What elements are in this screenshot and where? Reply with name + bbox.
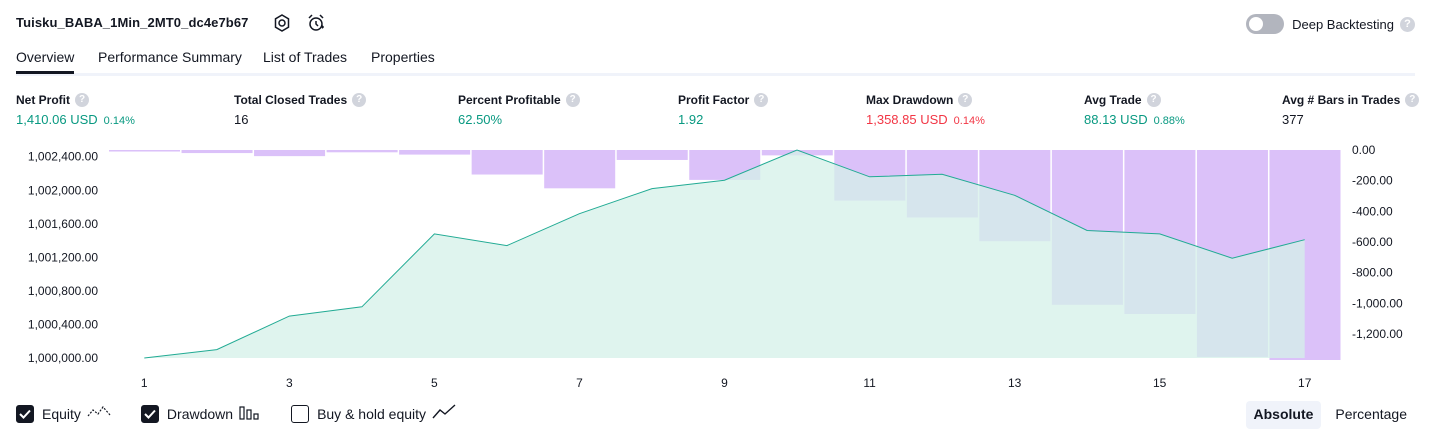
info-icon[interactable]: ? (352, 93, 367, 107)
alert-clock-icon[interactable] (306, 13, 326, 33)
metric-label: Percent Profitable (458, 93, 561, 107)
legend-equity[interactable]: Equity (16, 404, 111, 425)
metric-label: Max Drawdown (866, 93, 954, 107)
metric-total-closed-trades: Total Closed Trades? 16 (234, 93, 367, 127)
x-tick-label: 1 (141, 376, 148, 390)
y-tick-label: 1,002,000.00 (28, 183, 98, 197)
metric-avg-trade: Avg Trade? 88.13 USD 0.88% (1084, 93, 1185, 127)
equity-area (144, 150, 1305, 358)
metric-label: Net Profit (16, 93, 70, 107)
info-icon[interactable]: ? (1405, 93, 1420, 107)
legend-drawdown[interactable]: Drawdown (140, 404, 261, 425)
deep-backtesting-control: Deep Backtesting ? (1246, 12, 1415, 36)
drawdown-bar (616, 150, 688, 160)
drawdown-bar (471, 150, 543, 175)
metric-label: Profit Factor (678, 93, 750, 107)
metric-percent: 0.88% (1153, 115, 1185, 127)
metric-percent: 0.14% (953, 115, 985, 127)
metric-percent: 0.14% (103, 115, 135, 127)
metric-max-drawdown: Max Drawdown? 1,358.85 USD 0.14% (866, 93, 985, 127)
info-icon[interactable]: ? (754, 93, 769, 107)
y2-tick-label: -1,000.00 (1352, 296, 1403, 310)
deep-backtesting-label: Deep Backtesting (1292, 16, 1394, 32)
deep-backtesting-toggle[interactable] (1246, 14, 1285, 34)
value-mode-switch: Absolute Percentage (1240, 401, 1416, 429)
y-tick-label: 1,002,400.00 (28, 150, 98, 164)
tab-list-of-trades[interactable]: List of Trades (263, 49, 348, 65)
drawdown-bar (254, 150, 326, 157)
metric-value: 377 (1282, 112, 1304, 127)
x-tick-label: 7 (576, 376, 583, 390)
metric-profit-factor: Profit Factor? 1.92 (678, 93, 769, 127)
metric-avg-bars-in-trades: Avg # Bars in Trades? 377 (1282, 93, 1420, 127)
strategy-name: Tuisku_BABA_1Min_2MT0_dc4e7b67 (16, 15, 249, 30)
equity-checkbox[interactable] (16, 405, 34, 423)
metric-value: 16 (234, 112, 249, 127)
chart-legend: Equity Drawdown Buy & hold equity (16, 403, 486, 425)
drawdown-bar (544, 150, 616, 189)
y-tick-label: 1,000,400.00 (28, 317, 98, 331)
y-tick-label: 1,001,600.00 (28, 217, 98, 231)
tab-properties[interactable]: Properties (371, 49, 435, 65)
info-icon[interactable]: ? (958, 93, 973, 107)
equity-label: Equity (42, 406, 81, 422)
metric-label: Avg # Bars in Trades (1282, 93, 1401, 107)
drawdown-bar (109, 150, 181, 152)
equity-line-icon (87, 404, 111, 425)
drawdown-checkbox[interactable] (140, 405, 159, 423)
metric-value: 1.92 (678, 112, 704, 127)
report-tabs: Overview Performance Summary List of Tra… (16, 46, 1415, 76)
y2-tick-label: -1,200.00 (1352, 327, 1403, 341)
y2-tick-label: -200.00 (1352, 174, 1393, 188)
x-tick-label: 13 (1008, 376, 1022, 390)
bar-chart-icon (239, 404, 261, 425)
x-tick-label: 15 (1153, 376, 1167, 390)
x-tick-label: 5 (431, 376, 438, 390)
y-tick-label: 1,001,200.00 (28, 250, 98, 264)
buy-hold-checkbox[interactable] (291, 405, 310, 423)
metric-percent-profitable: Percent Profitable? 62.50% (458, 93, 580, 127)
metric-label: Total Closed Trades (234, 93, 348, 107)
y2-tick-label: -400.00 (1352, 204, 1393, 218)
x-tick-label: 11 (863, 376, 876, 390)
metric-label: Avg Trade (1084, 93, 1142, 107)
settings-icon[interactable] (272, 13, 292, 33)
metric-value: 62.50% (458, 112, 503, 127)
equity-line (144, 149, 1305, 359)
metric-value: 88.13 USD (1084, 112, 1148, 127)
x-tick-label: 17 (1298, 376, 1312, 390)
metric-net-profit: Net Profit? 1,410.06 USD 0.14% (16, 93, 135, 127)
trend-line-icon (432, 403, 456, 425)
y-tick-label: 1,000,800.00 (28, 284, 98, 298)
legend-buy-hold[interactable]: Buy & hold equity (291, 403, 456, 425)
metric-value: 1,410.06 USD (16, 112, 98, 127)
buy-hold-label: Buy & hold equity (317, 406, 427, 422)
y2-tick-label: 0.00 (1352, 143, 1376, 157)
x-tick-label: 9 (721, 376, 728, 390)
drawdown-bar (326, 150, 398, 153)
drawdown-bar (399, 150, 471, 155)
drawdown-label: Drawdown (166, 406, 234, 422)
metric-value: 1,358.85 USD (866, 112, 948, 127)
drawdown-bar (181, 150, 253, 154)
info-icon[interactable]: ? (565, 93, 580, 107)
absolute-button[interactable]: Absolute (1245, 401, 1322, 429)
help-icon[interactable]: ? (1400, 16, 1415, 32)
strategy-header: Tuisku_BABA_1Min_2MT0_dc4e7b67 Deep Back… (16, 10, 1415, 38)
y2-tick-label: -600.00 (1352, 235, 1393, 249)
y-tick-label: 1,000,000.00 (28, 351, 98, 365)
y2-tick-label: -800.00 (1352, 266, 1393, 280)
x-tick-label: 3 (286, 376, 293, 390)
percentage-button[interactable]: Percentage (1335, 406, 1407, 422)
info-icon[interactable]: ? (1146, 93, 1161, 107)
info-icon[interactable]: ? (75, 93, 89, 107)
tab-overview[interactable]: Overview (16, 49, 75, 74)
tab-performance-summary[interactable]: Performance Summary (98, 49, 242, 65)
equity-drawdown-chart[interactable]: 1,002,400.00 1,002,000.00 1,001,600.00 1,00… (0, 140, 1431, 400)
